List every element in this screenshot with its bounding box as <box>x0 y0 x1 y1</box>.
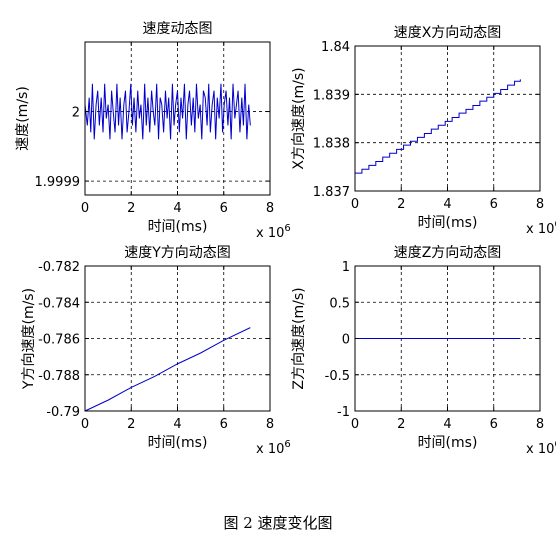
series-line-1 <box>84 327 251 412</box>
chart-title: 速度Z方向动态图 <box>394 245 502 261</box>
x-tick-label: 4 <box>173 417 181 432</box>
y-tick-label: 1.9999 <box>35 175 81 190</box>
chart-title: 速度动态图 <box>143 21 213 37</box>
x-axis-exponent: x 106 <box>526 439 556 457</box>
x-tick-label: 0 <box>81 201 89 216</box>
x-tick-label: 6 <box>490 197 498 212</box>
y-tick-label: 0 <box>342 333 350 348</box>
y-tick-label: 1 <box>342 260 350 275</box>
series-line-1 <box>84 83 251 140</box>
y-axis-label: Z方向速度(m/s) <box>291 287 307 389</box>
y-tick-label: 1.838 <box>313 137 350 152</box>
y-tick-label: 1.837 <box>313 185 350 200</box>
x-tick-label: 2 <box>397 417 405 432</box>
x-tick-label: 4 <box>173 201 181 216</box>
y-axis-label: Y方向速度(m/s) <box>21 288 37 390</box>
y-tick-label: -0.5 <box>325 369 350 384</box>
x-tick-label: 8 <box>536 417 544 432</box>
y-tick-label: -0.784 <box>38 296 80 311</box>
y-axis-label: 速度(m/s) <box>15 86 31 151</box>
x-tick-label: 8 <box>536 197 544 212</box>
x-tick-label: 2 <box>127 201 135 216</box>
x-axis-exponent: x 106 <box>526 219 556 237</box>
x-axis-label: 时间(ms) <box>418 215 478 231</box>
x-tick-label: 6 <box>220 201 228 216</box>
chart-3: 0 2 4 6 8 -0.79 -0.788 -0.786 -0.784 -0.782 速度Y方向动… <box>21 245 291 457</box>
x-tick-label: 0 <box>351 417 359 432</box>
y-tick-label: 2 <box>72 106 80 121</box>
y-tick-label: 1.839 <box>313 88 350 103</box>
y-tick-label: 0.5 <box>329 296 350 311</box>
x-tick-label: 8 <box>266 417 274 432</box>
x-axis-exponent: x 106 <box>256 223 291 241</box>
x-tick-label: 2 <box>397 197 405 212</box>
x-axis-exponent: x 106 <box>256 439 291 457</box>
y-tick-label: -1 <box>337 405 350 420</box>
y-tick-label: -0.79 <box>46 405 80 420</box>
x-tick-label: 6 <box>220 417 228 432</box>
y-tick-label: -0.788 <box>38 369 80 384</box>
chart-title: 速度X方向动态图 <box>394 25 502 41</box>
x-tick-label: 4 <box>443 417 451 432</box>
chart-title: 速度Y方向动态图 <box>124 245 231 261</box>
x-tick-label: 4 <box>443 197 451 212</box>
x-tick-label: 6 <box>490 417 498 432</box>
y-tick-label: -0.786 <box>38 333 80 348</box>
y-tick-label: 1.84 <box>321 40 350 55</box>
x-axis-label: 时间(ms) <box>148 435 208 451</box>
y-tick-label: -0.782 <box>38 260 80 275</box>
x-tick-label: 8 <box>266 201 274 216</box>
series-line-1 <box>355 79 521 174</box>
x-tick-label: 0 <box>81 417 89 432</box>
x-axis-label: 时间(ms) <box>148 219 208 235</box>
y-axis-label: X方向速度(m/s) <box>291 67 307 169</box>
figure-caption: 图 2 速度变化图 <box>223 514 333 532</box>
x-axis-label: 时间(ms) <box>418 435 478 451</box>
x-tick-label: 2 <box>127 417 135 432</box>
plot-area <box>85 42 270 195</box>
x-tick-label: 0 <box>351 197 359 212</box>
